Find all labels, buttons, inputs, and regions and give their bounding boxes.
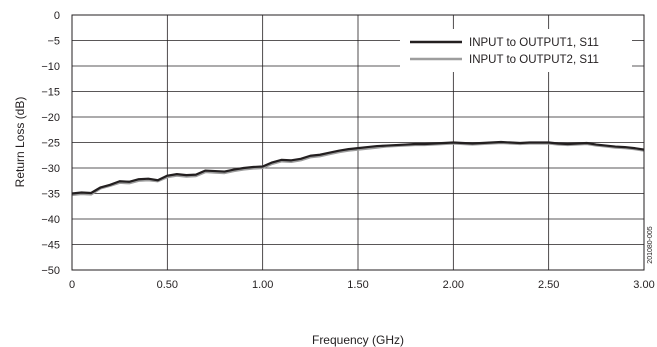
y-tick-label: −45 — [41, 240, 60, 252]
y-tick-label: −10 — [41, 61, 60, 73]
y-tick-label: −20 — [41, 112, 60, 124]
x-tick-label: 1.00 — [252, 279, 273, 291]
x-tick-label: 1.50 — [347, 279, 368, 291]
y-tick-label: −50 — [41, 265, 60, 277]
legend-label-output1: INPUT to OUTPUT1, S11 — [469, 37, 599, 49]
y-axis-label: Return Loss (dB) — [13, 97, 27, 188]
y-tick-label: 0 — [54, 10, 60, 22]
x-tick-label: 0.50 — [157, 279, 178, 291]
x-axis-label: Frequency (GHz) — [312, 333, 404, 347]
figure-id-watermark: 201080-005 — [647, 226, 654, 263]
legend-label-output2: INPUT to OUTPUT2, S11 — [469, 54, 599, 66]
legend-box — [400, 29, 632, 72]
series-group — [71, 140, 645, 197]
y-tick-label: −35 — [41, 189, 60, 201]
legend: INPUT to OUTPUT1, S11 INPUT to OUTPUT2, … — [400, 29, 632, 72]
series-line-output1 — [71, 140, 645, 195]
y-tick-label: −15 — [41, 87, 60, 99]
y-tick-label: −25 — [41, 138, 60, 150]
x-tick-label: 2.50 — [538, 279, 559, 291]
y-tick-label: −40 — [41, 214, 60, 226]
x-tick-label: 3.00 — [633, 279, 654, 291]
y-tick-label: −30 — [41, 163, 60, 175]
x-tick-label: 0 — [69, 279, 75, 291]
y-tick-label: −5 — [47, 36, 60, 48]
x-tick-labels: 0 0.50 1.00 1.50 2.00 2.50 3.00 — [69, 279, 655, 291]
x-tick-label: 2.00 — [443, 279, 464, 291]
y-tick-labels: 0 −5 −10 −15 −20 −25 −30 −35 −40 −45 −50 — [41, 10, 60, 277]
plot-frame — [71, 14, 645, 271]
